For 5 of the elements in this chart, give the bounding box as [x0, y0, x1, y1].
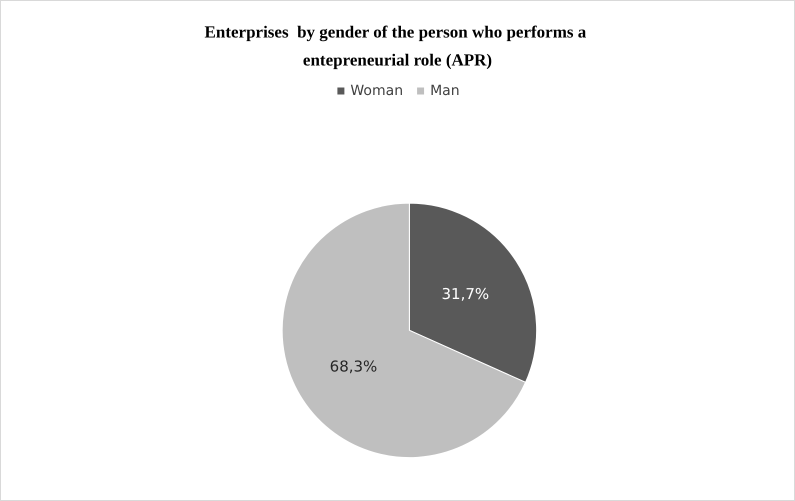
legend-label: Man — [430, 83, 460, 99]
chart-title: Enterprises by gender of the person who performs a entepreneurial role (APR) — [204, 22, 590, 70]
data-label: 68,3% — [330, 358, 378, 376]
data-label: 31,7% — [441, 285, 490, 304]
legend-label: Woman — [350, 83, 404, 99]
